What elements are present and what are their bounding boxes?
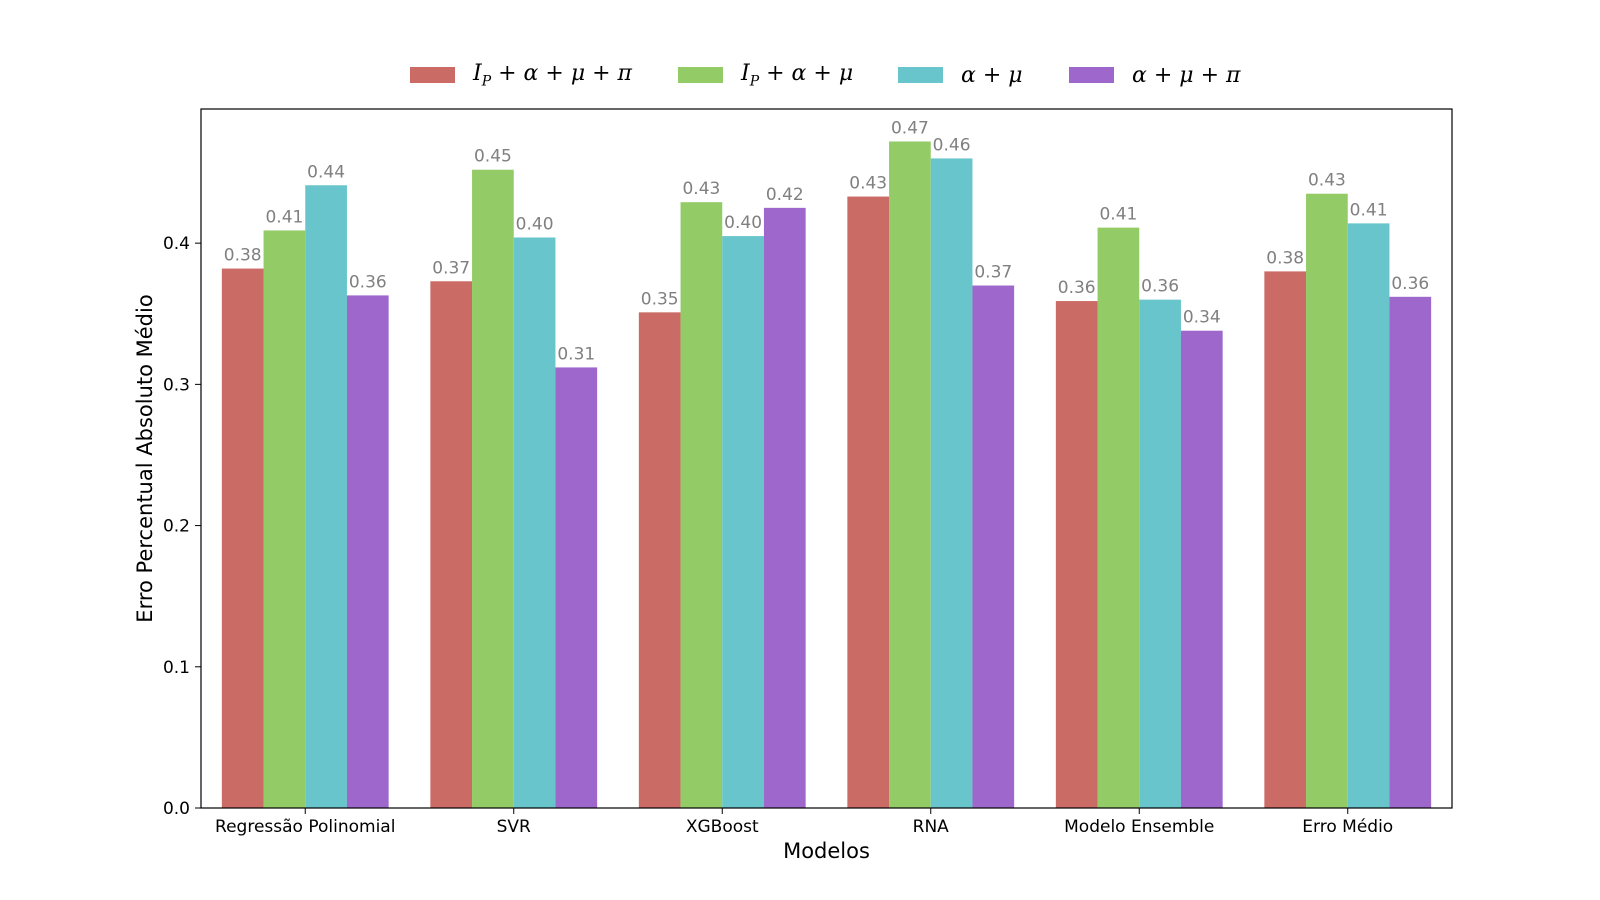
x-tick-label: SVR bbox=[497, 817, 531, 837]
x-tick-label: RNA bbox=[913, 817, 950, 837]
bar bbox=[638, 312, 681, 808]
bar bbox=[513, 237, 556, 808]
y-tick-label: 0.3 bbox=[163, 375, 190, 395]
legend-swatch bbox=[898, 67, 943, 83]
bar bbox=[1347, 223, 1390, 808]
legend-swatch bbox=[410, 67, 455, 83]
data-label: 0.38 bbox=[224, 246, 262, 266]
bar bbox=[1389, 296, 1432, 808]
data-label: 0.40 bbox=[516, 215, 554, 235]
x-axis-label: Modelos bbox=[783, 839, 870, 863]
y-tick-label: 0.0 bbox=[163, 799, 190, 819]
legend-item: IP + α + μ + π bbox=[410, 60, 632, 90]
data-label: 0.47 bbox=[891, 118, 929, 138]
bar bbox=[346, 295, 389, 808]
legend-label: α + μ bbox=[961, 62, 1023, 88]
legend-label: α + μ + π bbox=[1132, 62, 1241, 88]
data-label: 0.36 bbox=[1141, 277, 1179, 297]
bar bbox=[930, 158, 973, 808]
data-label: 0.42 bbox=[766, 185, 804, 205]
bar bbox=[472, 169, 514, 809]
data-label: 0.41 bbox=[265, 207, 303, 227]
data-label: 0.34 bbox=[1183, 308, 1221, 328]
bar bbox=[889, 141, 931, 809]
data-label: 0.43 bbox=[849, 174, 887, 194]
bar bbox=[1097, 227, 1140, 809]
data-label: 0.41 bbox=[1099, 205, 1137, 225]
data-label: 0.31 bbox=[557, 344, 595, 364]
data-label: 0.40 bbox=[724, 213, 762, 233]
legend-label: IP + α + μ bbox=[741, 60, 854, 90]
bar bbox=[1306, 193, 1348, 808]
bar bbox=[1139, 299, 1181, 808]
legend-swatch bbox=[1069, 67, 1114, 83]
data-label: 0.41 bbox=[1350, 200, 1388, 220]
chart-legend: IP + α + μ + π IP + α + μ α + μ α + μ + π bbox=[0, 60, 1600, 90]
legend-item: IP + α + μ bbox=[678, 60, 853, 90]
data-label: 0.36 bbox=[1391, 274, 1429, 294]
x-tick-label: Regressão Polinomial bbox=[215, 817, 395, 837]
bar bbox=[1264, 271, 1307, 809]
data-label: 0.46 bbox=[933, 135, 971, 155]
data-label: 0.44 bbox=[307, 162, 345, 182]
data-label: 0.37 bbox=[974, 263, 1012, 283]
bar bbox=[763, 207, 806, 808]
bar bbox=[555, 367, 598, 808]
legend-item: α + μ bbox=[898, 60, 1023, 90]
bar bbox=[221, 268, 264, 808]
data-label: 0.36 bbox=[349, 272, 387, 292]
y-tick-label: 0.1 bbox=[163, 658, 190, 678]
data-label: 0.45 bbox=[474, 147, 512, 167]
plot-frame bbox=[200, 108, 1453, 809]
x-tick-label: XGBoost bbox=[686, 817, 759, 837]
x-tick-label: Modelo Ensemble bbox=[1064, 817, 1214, 837]
y-axis-label: Erro Percentual Absoluto Médio bbox=[133, 294, 157, 622]
legend-item: α + μ + π bbox=[1069, 60, 1240, 90]
y-tick-label: 0.4 bbox=[163, 234, 190, 254]
bar bbox=[305, 185, 347, 809]
data-label: 0.43 bbox=[1308, 171, 1346, 191]
data-label: 0.35 bbox=[641, 289, 679, 309]
bar bbox=[680, 202, 723, 808]
bar bbox=[430, 281, 473, 808]
bar bbox=[722, 236, 764, 808]
bar bbox=[972, 285, 1015, 808]
data-label: 0.36 bbox=[1058, 278, 1096, 298]
data-label: 0.37 bbox=[432, 258, 470, 278]
data-label: 0.38 bbox=[1266, 248, 1304, 268]
bar bbox=[1180, 330, 1223, 808]
legend-swatch bbox=[678, 67, 723, 83]
data-label: 0.43 bbox=[682, 179, 720, 199]
bar bbox=[1055, 301, 1098, 808]
y-tick-label: 0.2 bbox=[163, 517, 190, 537]
legend-label: IP + α + μ + π bbox=[473, 60, 632, 90]
x-tick-label: Erro Médio bbox=[1302, 817, 1393, 837]
bar bbox=[263, 230, 306, 808]
bar bbox=[847, 196, 890, 808]
